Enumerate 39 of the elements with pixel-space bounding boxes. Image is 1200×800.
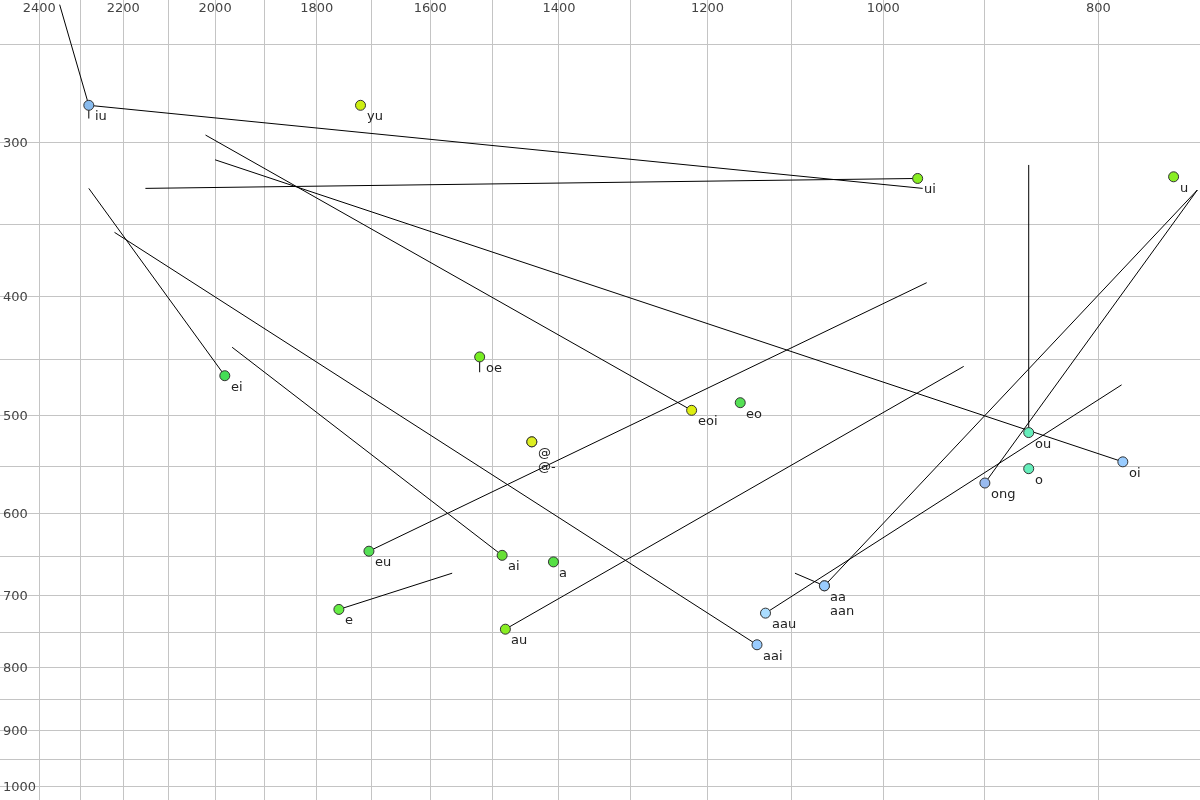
- series-label: ui: [924, 181, 936, 196]
- y-tick-label: 600: [3, 505, 28, 521]
- y-tick-label: 800: [3, 659, 28, 675]
- series-label: iu: [95, 108, 107, 123]
- x-tick-label: 1200: [691, 0, 725, 16]
- series-label: ai: [508, 558, 520, 573]
- series-label: ei: [231, 379, 243, 394]
- x-tick-label: 2400: [22, 0, 56, 16]
- series-label: aan: [830, 603, 855, 618]
- series-label: aai: [763, 648, 783, 663]
- x-tick-label: 2200: [106, 0, 140, 16]
- series-label: eu: [375, 554, 392, 569]
- y-tick-label: 1000: [3, 779, 37, 795]
- series-label: eoi: [698, 413, 718, 428]
- y-tick-label: 300: [3, 134, 28, 150]
- x-tick-label: 2000: [198, 0, 232, 16]
- y-tick-label: 500: [3, 408, 28, 424]
- series-label: ong: [991, 486, 1016, 501]
- x-tick-label: 1400: [542, 0, 576, 16]
- series-label: @: [538, 445, 551, 460]
- x-tick-label: 1600: [413, 0, 447, 16]
- y-tick-label: 900: [3, 722, 28, 738]
- series-label: o: [1035, 472, 1043, 487]
- series-label: u: [1180, 180, 1189, 195]
- y-tick-label: 400: [3, 288, 28, 304]
- series-label: oe: [486, 360, 502, 375]
- x-tick-label: 1800: [300, 0, 334, 16]
- series-label: yu: [367, 108, 383, 123]
- series-label: oi: [1129, 465, 1141, 480]
- series-label: ou: [1035, 436, 1052, 451]
- x-tick-label: 800: [1086, 0, 1111, 16]
- y-tick-label: 700: [3, 588, 28, 604]
- series-label: au: [511, 632, 528, 647]
- x-tick-label: 1000: [866, 0, 900, 16]
- series-label: e: [345, 612, 353, 627]
- series-label: a: [559, 565, 567, 580]
- series-label: aa: [830, 589, 846, 604]
- series-label: eo: [746, 406, 762, 421]
- series-label: aau: [772, 616, 797, 631]
